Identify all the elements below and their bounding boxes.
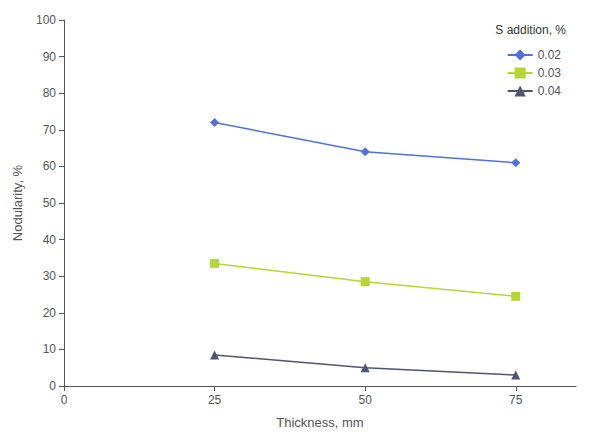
svg-text:0: 0 [61,393,68,407]
svg-text:70: 70 [43,123,57,137]
svg-text:S addition, %: S addition, % [495,23,566,37]
svg-text:50: 50 [43,196,57,210]
svg-text:50: 50 [358,393,372,407]
svg-text:25: 25 [208,393,222,407]
svg-text:60: 60 [43,159,57,173]
svg-text:30: 30 [43,269,57,283]
svg-text:90: 90 [43,50,57,64]
svg-text:0: 0 [49,379,56,393]
svg-text:0.04: 0.04 [538,84,562,98]
svg-text:80: 80 [43,86,57,100]
svg-text:Nodularity, %: Nodularity, % [10,164,25,241]
svg-text:Thickness, mm: Thickness, mm [276,415,363,430]
svg-text:0.03: 0.03 [538,66,562,80]
svg-text:40: 40 [43,233,57,247]
svg-text:0.02: 0.02 [538,48,562,62]
svg-text:10: 10 [43,342,57,356]
svg-text:75: 75 [509,393,523,407]
svg-text:100: 100 [36,13,56,27]
svg-text:20: 20 [43,306,57,320]
